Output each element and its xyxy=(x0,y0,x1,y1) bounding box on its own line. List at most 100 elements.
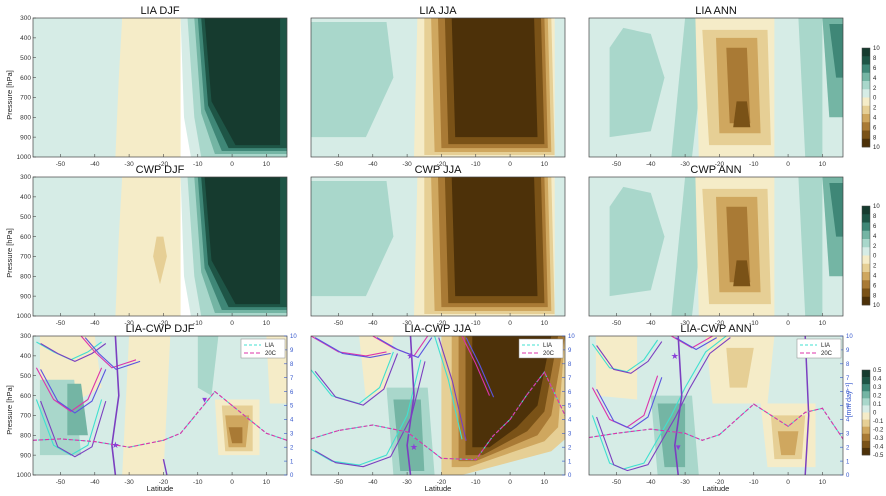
field-green-1 xyxy=(33,18,123,157)
y-tick-label: 300 xyxy=(20,15,31,22)
x-tick-label: -40 xyxy=(646,161,656,168)
x-tick-label: 10 xyxy=(541,320,549,327)
colorbar-swatch xyxy=(862,97,870,107)
x-tick-label: -30 xyxy=(680,320,690,327)
colorbar-swatch xyxy=(862,247,870,256)
colorbar-tick-label: 10 xyxy=(873,145,880,151)
x-tick-label: 10 xyxy=(819,161,827,168)
x-axis-label-right: Latitude xyxy=(703,484,730,493)
x-tick-label: -40 xyxy=(646,479,656,486)
right-tick-label: 9 xyxy=(290,348,294,354)
colorbar-tick-label: 6 xyxy=(873,224,877,230)
x-tick-label: -10 xyxy=(193,161,203,168)
x-tick-label: -20 xyxy=(437,479,447,486)
x-tick-label: -30 xyxy=(124,479,134,486)
panel-frame xyxy=(310,176,566,317)
right-tick-label: 3 xyxy=(290,432,294,438)
x-tick-label: -20 xyxy=(437,161,447,168)
right-tick-label: 7 xyxy=(846,376,850,382)
legend-label-20c: 20C xyxy=(821,351,833,357)
x-tick-label: 0 xyxy=(508,161,512,168)
y-tick-label: 300 xyxy=(20,333,31,340)
field-green-2 xyxy=(197,336,219,396)
x-tick-label: 10 xyxy=(263,161,271,168)
x-tick-label: -40 xyxy=(368,161,378,168)
rain-point xyxy=(650,428,652,430)
panel-frame xyxy=(32,17,288,158)
rain-series-20C xyxy=(33,390,287,448)
right-tick-label: 4 xyxy=(290,418,294,424)
colorbar-tick-label: 6 xyxy=(873,125,877,131)
star-marker: ▼ xyxy=(674,443,682,452)
contour-line xyxy=(40,369,107,414)
right-tick-label: 7 xyxy=(568,376,572,382)
y-tick-label: 900 xyxy=(20,134,31,141)
x-tick-label: -50 xyxy=(334,479,344,486)
x-tick-label: -30 xyxy=(402,161,412,168)
colorbar-swatch xyxy=(862,405,870,413)
x-tick-label: -10 xyxy=(471,161,481,168)
legend: LIA 20C xyxy=(240,338,286,359)
colorbar-tick-label: 2 xyxy=(873,264,877,270)
right-tick-label: 4 xyxy=(568,418,572,424)
colorbar-swatch xyxy=(862,81,870,90)
colorbar-swatch xyxy=(862,280,870,289)
field-green-3 xyxy=(67,383,88,436)
panel-4: CWP DJF -50 -40 -30 -20 -10 0 10 300 400 500 600 700… xyxy=(17,164,288,327)
colorbar-tick-label: 2 xyxy=(873,244,877,250)
rain-point xyxy=(231,404,233,407)
y-tick-label: 1000 xyxy=(17,313,32,320)
contour-line xyxy=(376,337,433,359)
panel-field: ★▼ xyxy=(589,336,843,475)
rain-point xyxy=(162,439,164,441)
panel-field xyxy=(589,177,843,316)
right-tick-label: 0 xyxy=(290,473,294,479)
panel-frame xyxy=(310,17,566,158)
colorbar-swatch xyxy=(862,391,870,399)
legend-box xyxy=(240,338,286,359)
field-brown-6 xyxy=(451,177,538,297)
field-brown-6 xyxy=(451,18,538,138)
colorbar-tick-label: 8 xyxy=(873,214,877,220)
colorbar-tick-label: 4 xyxy=(873,234,877,240)
rain-point xyxy=(684,432,686,434)
star-marker: ★ xyxy=(111,440,119,450)
x-tick-label: 0 xyxy=(230,161,234,168)
contour-line xyxy=(461,336,491,396)
y-tick-label: 400 xyxy=(20,35,31,42)
right-tick-label: 1 xyxy=(568,459,572,465)
x-tick-label: -10 xyxy=(193,479,203,486)
x-tick-label: -40 xyxy=(646,320,656,327)
colorbar-1: 10 8 6 4 2 0 2 4 6 8 10 xyxy=(861,46,880,151)
rain-point xyxy=(526,393,528,395)
colorbar-tick-label: 10 xyxy=(873,46,880,52)
colorbar-swatch xyxy=(862,263,870,273)
right-tick-label: 2 xyxy=(568,445,572,451)
panel-field: ★▼ xyxy=(33,336,287,475)
x-tick-label: -30 xyxy=(402,479,412,486)
field-brown-1 xyxy=(122,177,181,316)
y-tick-label: 600 xyxy=(20,75,31,82)
legend-label-lia: LIA xyxy=(821,343,830,349)
rain-point xyxy=(718,434,720,436)
contour-line xyxy=(80,336,137,369)
x-tick-label: 10 xyxy=(819,320,827,327)
colorbar-swatch xyxy=(862,398,870,406)
colorbar-swatch xyxy=(862,89,870,98)
x-tick-label: 0 xyxy=(508,479,512,486)
y-tick-label: 800 xyxy=(20,114,31,121)
colorbar-swatch xyxy=(862,440,870,449)
x-tick-label: 0 xyxy=(786,320,790,327)
contour-line xyxy=(40,400,107,458)
y-tick-label: 300 xyxy=(20,174,31,181)
field-brown-4 xyxy=(228,427,243,444)
panel-field xyxy=(589,18,843,157)
x-tick-label: -40 xyxy=(90,320,100,327)
colorbar-swatch xyxy=(862,130,870,140)
x-tick-label: -50 xyxy=(56,161,66,168)
field-brown-1 xyxy=(595,336,638,400)
right-tick-label: 6 xyxy=(568,390,572,396)
x-tick-label: 10 xyxy=(541,479,549,486)
field-brown-5 xyxy=(733,101,751,128)
